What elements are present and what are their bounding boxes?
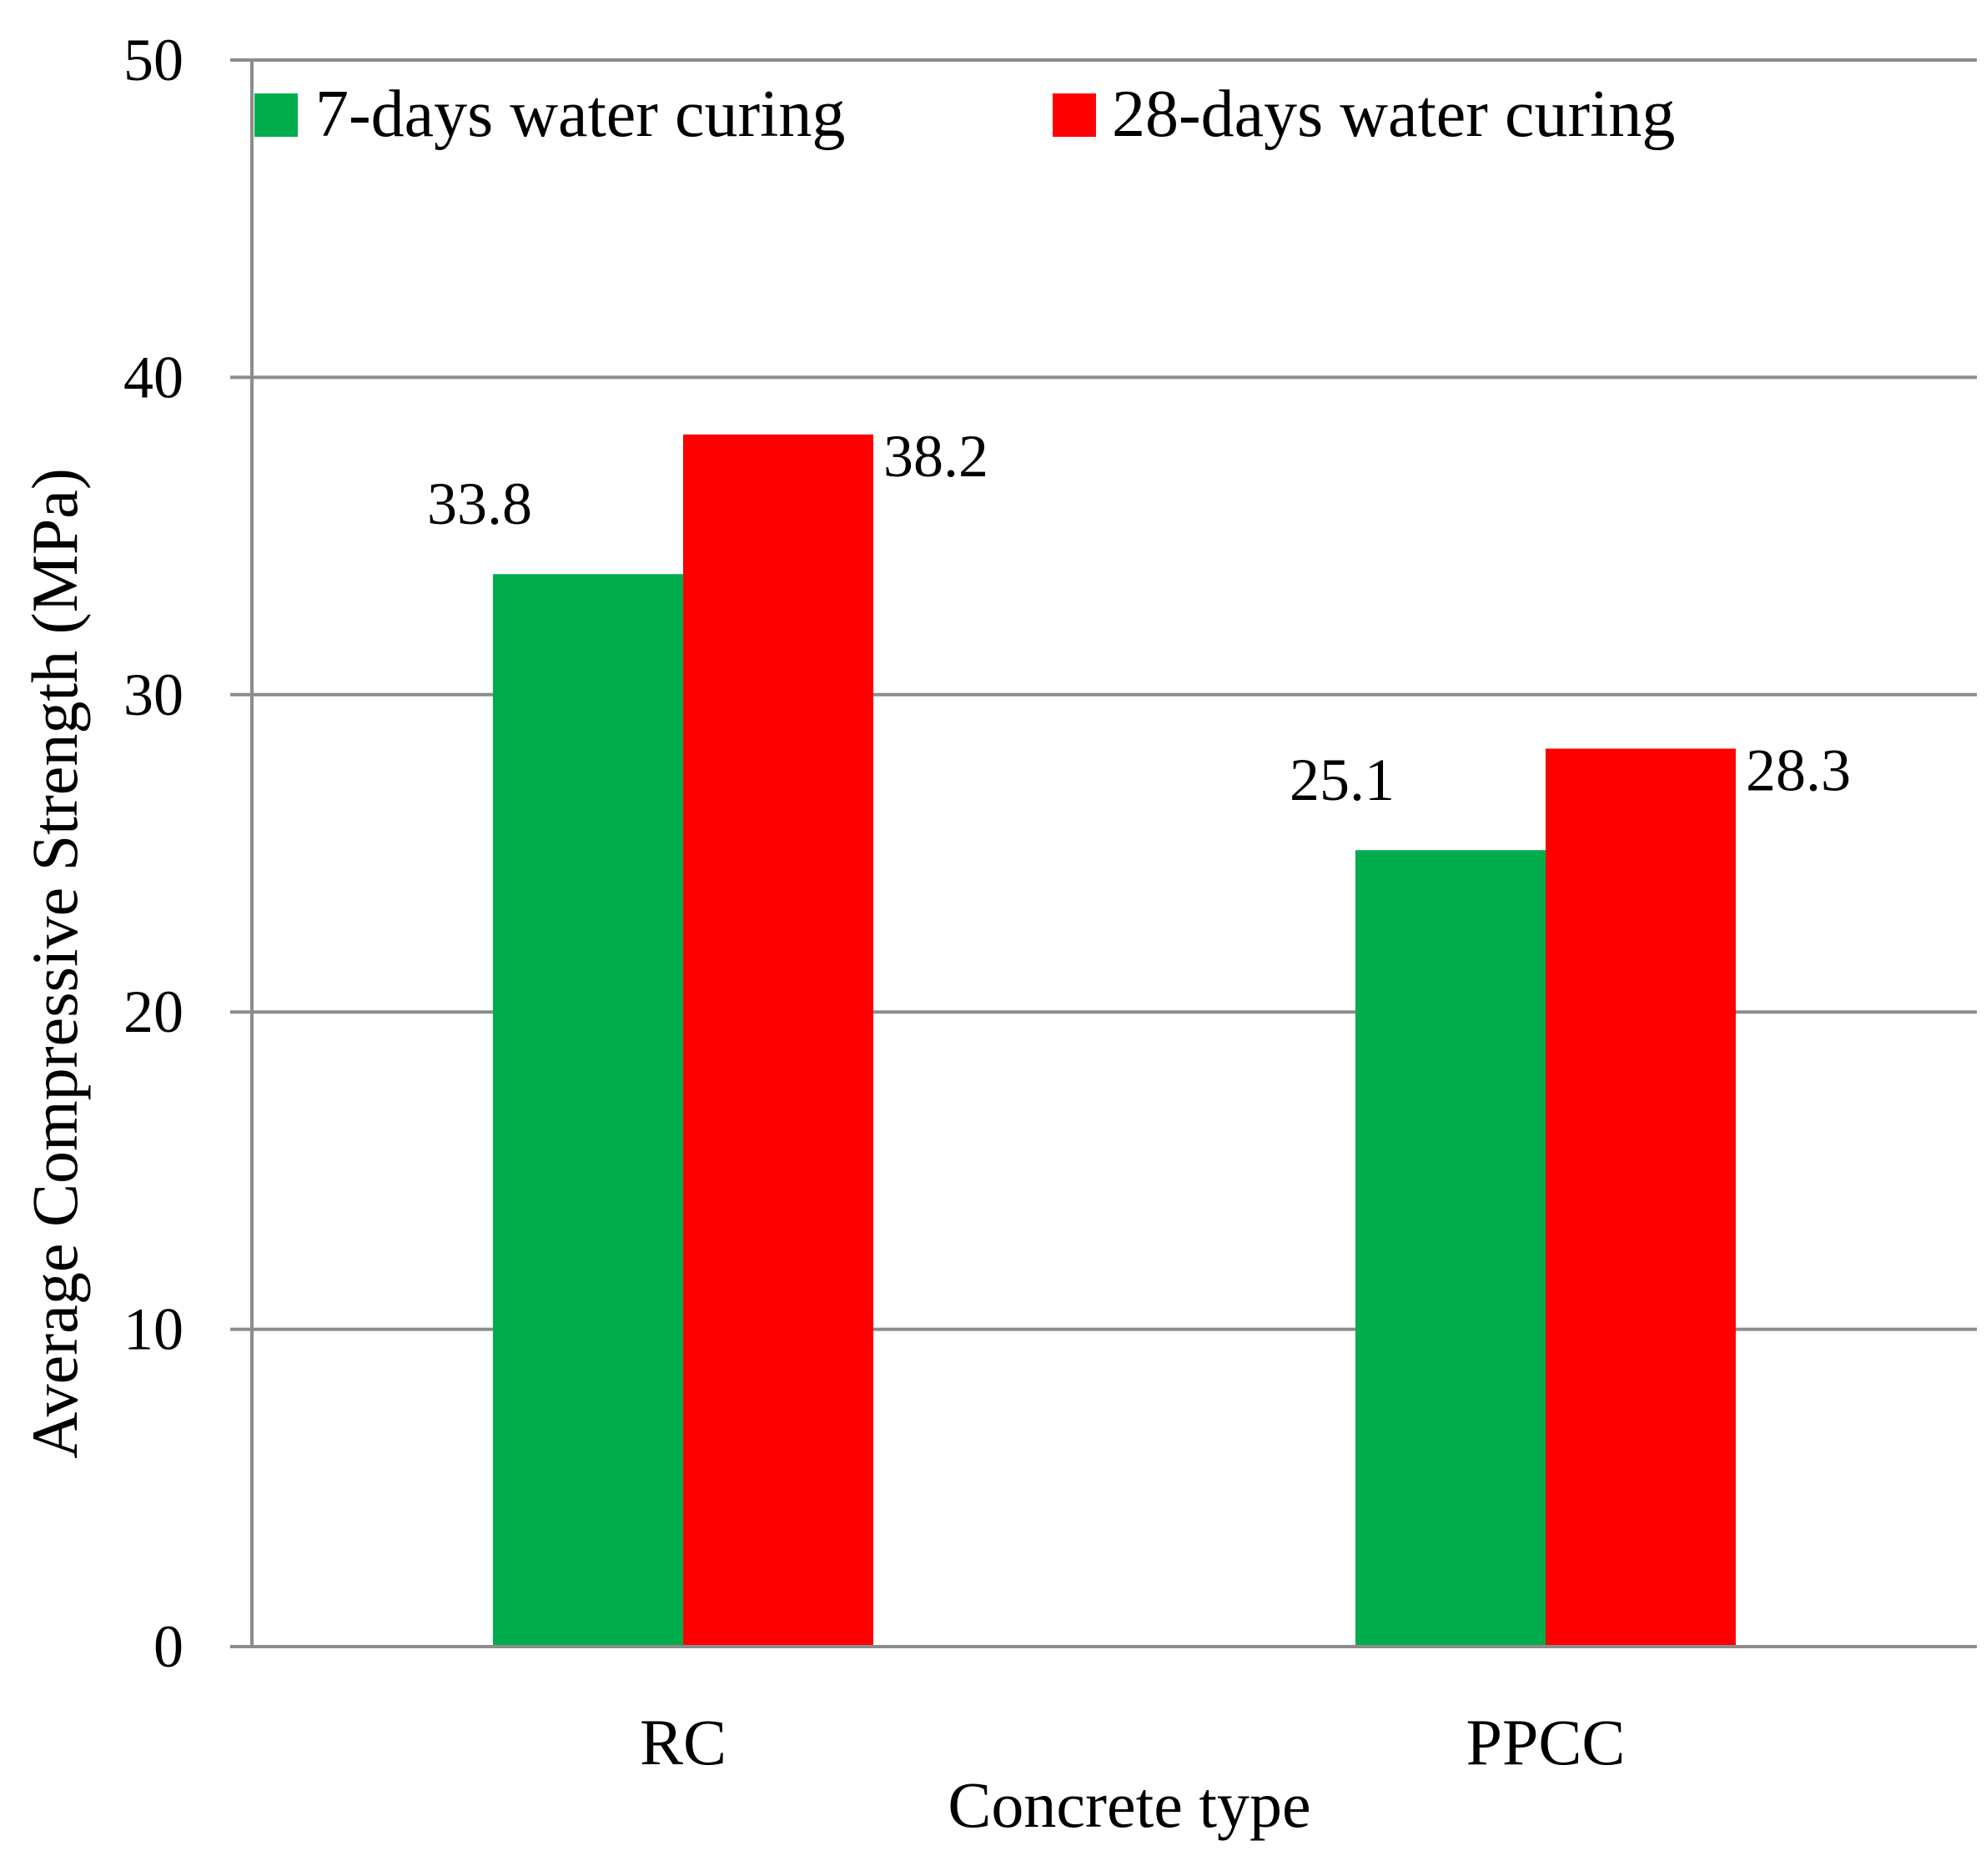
y-tick-label-20: 20 — [123, 978, 184, 1045]
data-label-ppcc-series-0: 25.1 — [1290, 747, 1395, 813]
y-tick-label-10: 10 — [123, 1296, 184, 1363]
bar-rc-series-1 — [683, 434, 873, 1647]
axes — [230, 58, 1977, 1648]
data-label-rc-series-1: 38.2 — [883, 423, 988, 490]
labels: 0 10 20 30 40 50 33.8 38.2 RC 25.1 28.3 PPCC — [123, 27, 1851, 1778]
y-tick-label-40: 40 — [123, 344, 184, 410]
bars — [493, 434, 1736, 1647]
x-axis-title: Concrete type — [948, 1768, 1310, 1841]
data-label-ppcc-series-1: 28.3 — [1746, 737, 1851, 803]
y-tick-label-50: 50 — [123, 27, 184, 93]
y-tick-label-30: 30 — [123, 661, 184, 728]
y-axis-title: Average Compressive Strength (MPa) — [18, 468, 91, 1459]
bar-rc-series-0 — [493, 574, 683, 1647]
x-tick-label-rc: RC — [640, 1706, 727, 1778]
bar-ppcc-series-1 — [1546, 748, 1736, 1647]
x-tick-label-ppcc: PPCC — [1466, 1706, 1626, 1778]
legend-label-28-days: 28-days water curing — [1112, 78, 1675, 151]
y-tick-label-0: 0 — [153, 1613, 184, 1680]
bar-ppcc-series-0 — [1355, 850, 1546, 1647]
legend-label-7-days: 7-days water curing — [315, 78, 845, 151]
data-label-rc-series-0: 33.8 — [427, 470, 532, 537]
legend: 7-days water curing 28-days water curing — [254, 78, 1675, 151]
legend-swatch-7-days — [254, 93, 298, 137]
legend-swatch-28-days — [1053, 93, 1096, 137]
